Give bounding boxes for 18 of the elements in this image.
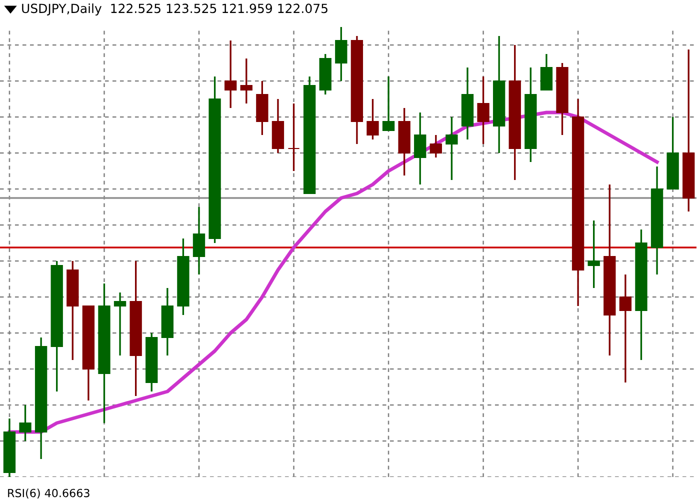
- candlestick: [382, 76, 395, 132]
- candlestick: [446, 116, 458, 181]
- candlestick: [619, 274, 632, 384]
- chart-title: USDJPY,Daily 122.525 123.525 121.959 122.075: [22, 3, 328, 16]
- candlestick: [335, 26, 348, 82]
- candlestick: [192, 206, 206, 276]
- candlestick: [540, 53, 553, 91]
- candlestick: [288, 102, 300, 172]
- candlestick: [477, 76, 490, 145]
- candlestick: [366, 98, 379, 140]
- candlestick: [430, 134, 442, 158]
- candlestick: [414, 112, 426, 186]
- candlestick: [588, 220, 600, 289]
- text: RSI(6) 40.6663: [8, 488, 90, 499]
- candlestick: [19, 404, 32, 442]
- candlestick: [114, 292, 126, 356]
- candlestick: [224, 40, 237, 109]
- candlestick: [240, 58, 252, 104]
